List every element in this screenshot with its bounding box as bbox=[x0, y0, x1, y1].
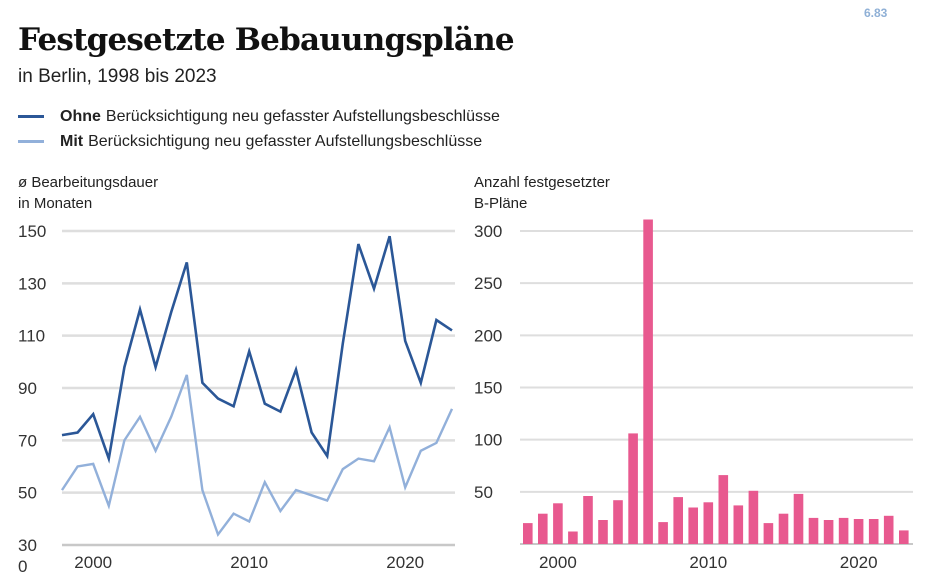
bar-2013 bbox=[748, 490, 759, 544]
bar-chart-y-tick-label: 150 bbox=[474, 379, 502, 398]
line-chart-x-tick-label: 2010 bbox=[230, 553, 268, 572]
line-chart-y-tick-label: 30 bbox=[18, 536, 37, 555]
line-chart-x-tick-label: 2020 bbox=[386, 553, 424, 572]
bar-1998 bbox=[523, 523, 533, 544]
line-chart-y-title-1: ø Bearbeitungsdauer bbox=[18, 174, 159, 191]
line-chart-y-title: ø Bearbeitungsdauer in Monaten bbox=[18, 172, 158, 214]
line-chart-y-tick-label: 110 bbox=[18, 327, 45, 346]
bar-chart-y-title-1: Anzahl festgesetzter bbox=[474, 174, 610, 191]
bar-chart-x-tick-label: 2020 bbox=[840, 553, 878, 572]
bar-2011 bbox=[718, 475, 729, 544]
legend-item-ohne: Ohne Berücksichtigung neu gefasster Aufs… bbox=[18, 104, 500, 129]
bar-chart-y-tick-label: 250 bbox=[474, 274, 502, 293]
bar-2014 bbox=[763, 523, 774, 544]
legend-bold-mit: Mit bbox=[60, 132, 84, 150]
line-chart: 150 130 110 90 70 50 30 0 2000 2010 2020 bbox=[18, 222, 455, 576]
bar-chart-y-tick-label: 200 bbox=[474, 326, 502, 345]
bar-chart-y-tick-label: 300 bbox=[474, 222, 502, 241]
legend-text-mit: Berücksichtigung neu gefasster Aufstellu… bbox=[88, 132, 483, 150]
legend: Ohne Berücksichtigung neu gefasster Aufs… bbox=[18, 104, 500, 154]
bar-chart-x-tick-label: 2000 bbox=[539, 553, 577, 572]
line-chart-y-zero-label: 0 bbox=[18, 557, 27, 576]
legend-bold-ohne: Ohne bbox=[60, 107, 101, 125]
bar-2017 bbox=[808, 517, 819, 544]
bar-2022 bbox=[883, 515, 894, 544]
bar-2002 bbox=[583, 496, 593, 544]
bar-2010 bbox=[703, 502, 714, 544]
line-series-mit bbox=[60, 374, 454, 538]
bar-2021 bbox=[868, 519, 879, 544]
bar-2012 bbox=[733, 505, 744, 544]
line-chart-y-tick-label: 130 bbox=[18, 274, 46, 293]
bar-2016 bbox=[793, 493, 804, 544]
bar-chart-y-tick-label: 100 bbox=[474, 431, 502, 450]
bar-chart-x-tick-label: 2010 bbox=[689, 553, 727, 572]
bar-2018 bbox=[823, 520, 834, 544]
bar-2020 bbox=[853, 519, 864, 544]
chart-subtitle: in Berlin, 1998 bis 2023 bbox=[18, 66, 217, 87]
bar-2001 bbox=[568, 531, 578, 544]
bar-1999 bbox=[538, 513, 548, 544]
bar-2009 bbox=[688, 507, 698, 544]
line-series-ohne bbox=[61, 235, 453, 464]
bar-2008 bbox=[673, 497, 683, 544]
page-number-badge: 6.83 bbox=[864, 6, 888, 20]
line-chart-x-tick-label: 2000 bbox=[74, 553, 112, 572]
bar-2023 bbox=[899, 530, 909, 544]
bar-2003 bbox=[598, 520, 608, 544]
line-chart-y-title-2: in Monaten bbox=[18, 195, 93, 212]
bar-chart-y-title: Anzahl festgesetzter B-Pläne bbox=[474, 172, 610, 214]
chart-title: Festgesetzte Bebauungspläne bbox=[18, 22, 515, 58]
legend-swatch-mit bbox=[18, 140, 44, 143]
bar-2019 bbox=[838, 517, 849, 544]
bar-chart-y-tick-label: 50 bbox=[474, 483, 493, 502]
bar-2015 bbox=[778, 513, 789, 544]
line-chart-y-tick-label: 50 bbox=[18, 484, 37, 503]
legend-swatch-ohne bbox=[18, 115, 44, 118]
legend-text-ohne: Berücksichtigung neu gefasster Aufstellu… bbox=[105, 107, 500, 125]
bar-2007 bbox=[658, 522, 668, 544]
bar-2005 bbox=[628, 433, 638, 544]
bar-chart-y-title-2: B-Pläne bbox=[474, 195, 528, 212]
line-chart-y-tick-label: 70 bbox=[18, 431, 37, 450]
bar-chart: 300 250 200 150 100 50 2000 2010 2020 bbox=[474, 219, 913, 572]
bar-2004 bbox=[613, 500, 623, 544]
bar-2006 bbox=[643, 219, 653, 544]
legend-item-mit: Mit Berücksichtigung neu gefasster Aufst… bbox=[18, 129, 500, 154]
line-chart-y-tick-label: 150 bbox=[18, 222, 46, 241]
bar-2000 bbox=[553, 503, 563, 544]
line-chart-y-tick-label: 90 bbox=[18, 379, 37, 398]
